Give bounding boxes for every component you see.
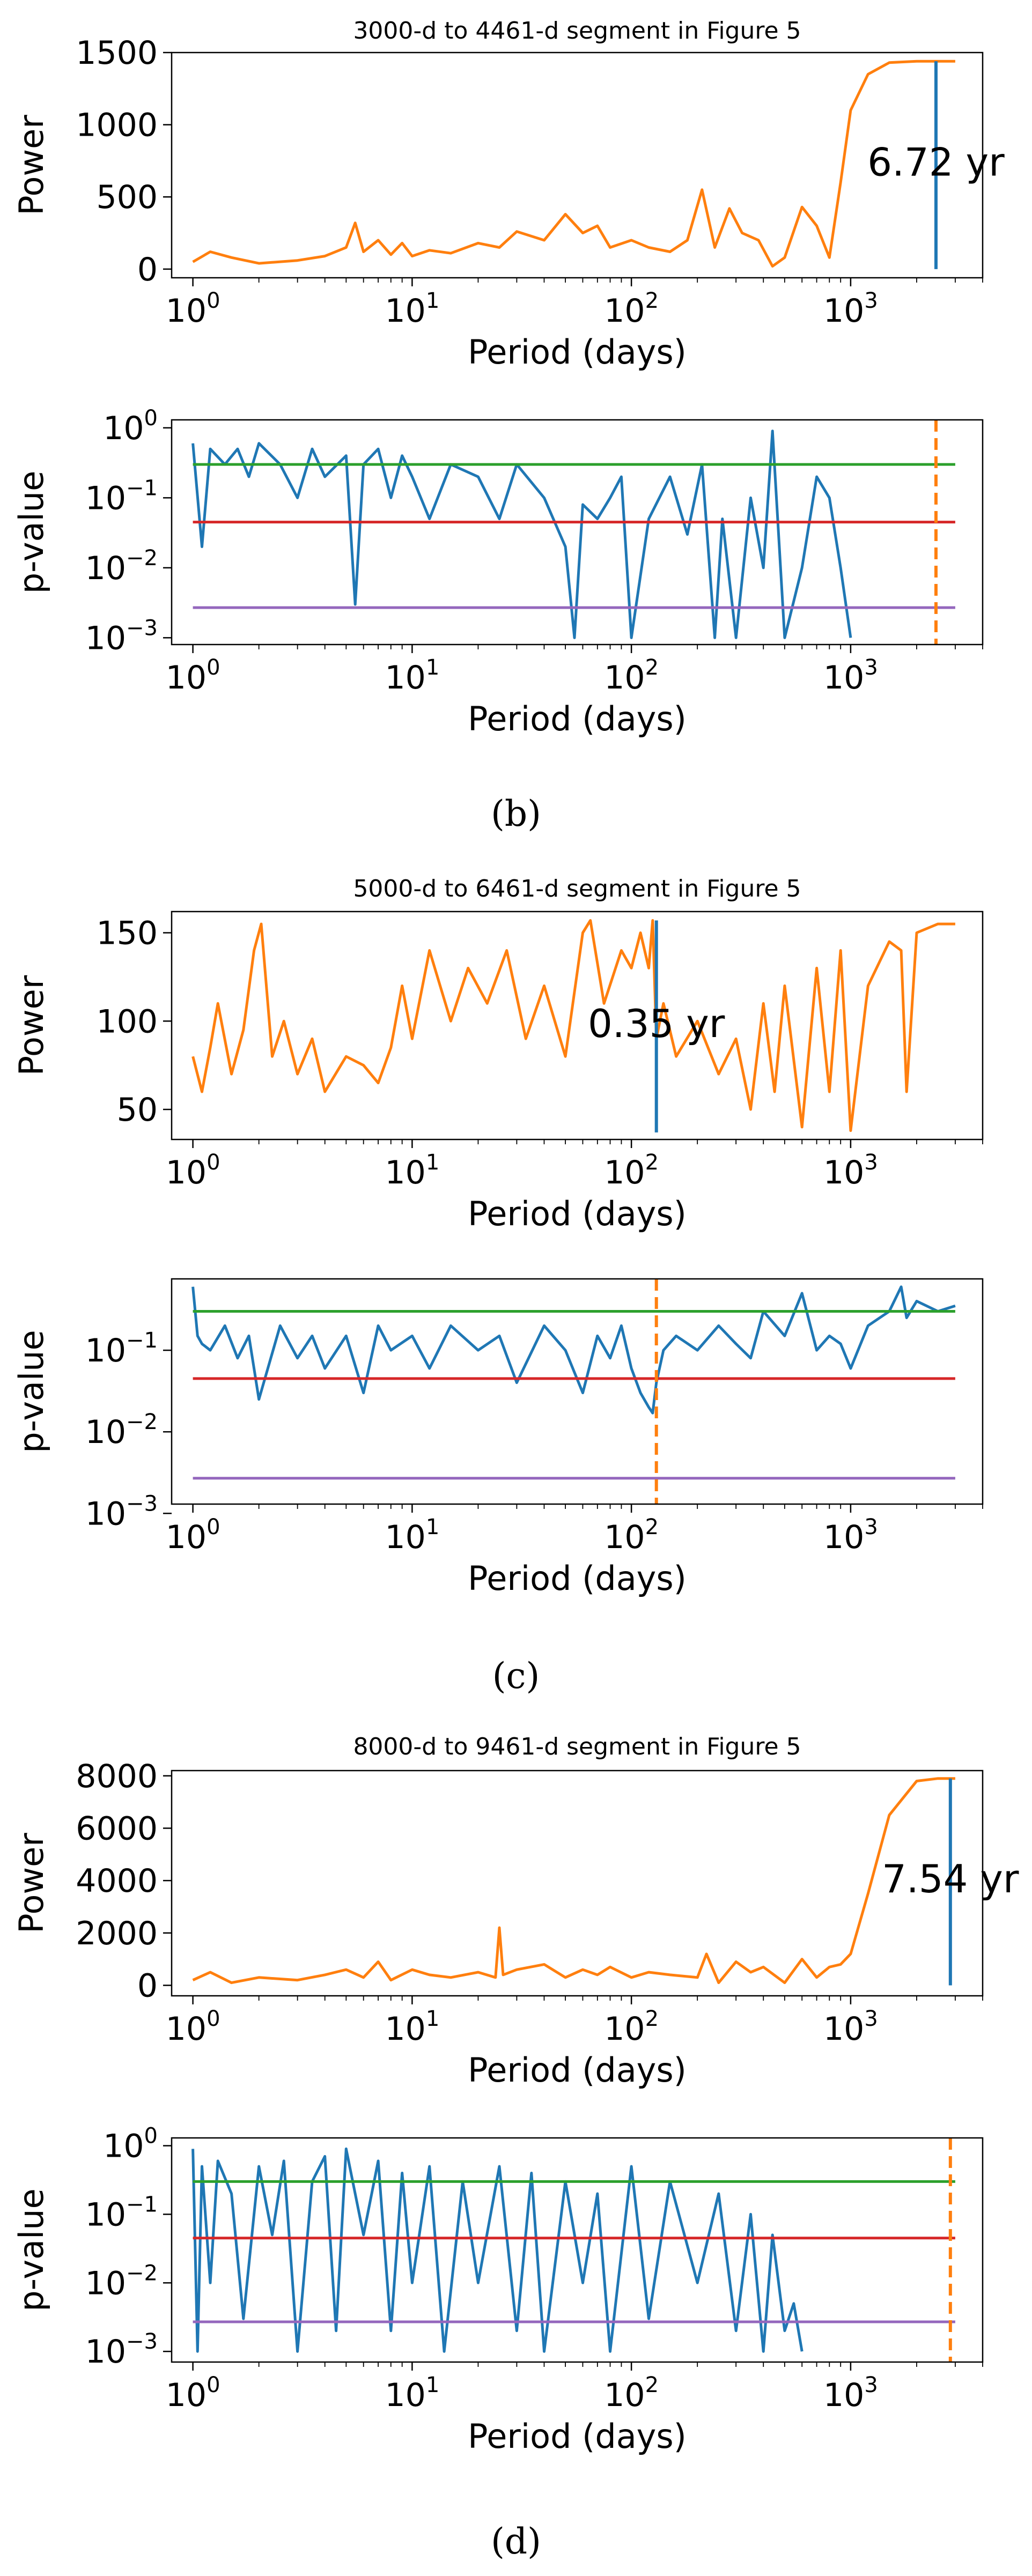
chart-c-pvalue: 100 101 102 103 10−1 10−2 10−3 Period (days) p-v… [12, 1278, 984, 1598]
y-tick-label: 10−1 [85, 1328, 158, 1370]
y-tick-label: 1000 [76, 107, 158, 144]
x-tick-label: 101 [385, 2373, 439, 2414]
y-axis-label: Power [12, 975, 51, 1076]
y-axis-label: p-value [12, 1330, 51, 1453]
x-tick-label: 103 [823, 655, 878, 697]
series-line-p-value [191, 1285, 956, 1415]
y-tick-label: 100 [103, 2124, 158, 2165]
x-tick-label: 101 [385, 288, 439, 330]
y-axis-label: Power [12, 115, 51, 216]
peak-label: 0.35 yr [588, 1001, 725, 1046]
x-tick-label: 100 [166, 2373, 220, 2414]
plot-area [191, 919, 955, 1132]
y-tick-label: 10−3 [85, 1491, 158, 1533]
panel-label: (b) [491, 793, 541, 834]
x-axis-label: Period (days) [468, 1194, 687, 1233]
x-tick-label: 100 [166, 1515, 220, 1556]
x-tick-label: 103 [823, 1515, 878, 1556]
plot-area [192, 1777, 955, 1985]
y-tick-label: 4000 [76, 1862, 158, 1900]
x-axis-label: Period (days) [468, 2051, 687, 2090]
y-tick-label: 0 [137, 1967, 158, 2004]
axes-frame [171, 1278, 984, 1505]
y-tick-label: 6000 [76, 1810, 158, 1847]
y-axis-label: Power [12, 1833, 51, 1934]
y-tick-label: 10−3 [85, 2329, 158, 2371]
chart-b-pvalue: 100 101 102 103 100 10−1 10−2 10−3 Period (days)… [12, 406, 984, 738]
x-tick-label: 102 [604, 655, 659, 697]
x-axis-label: Period (days) [468, 699, 687, 738]
axes-frame [171, 2137, 984, 2363]
x-tick-label: 100 [166, 655, 220, 697]
x-axis-label: Period (days) [468, 2417, 687, 2456]
y-axis-label: p-value [12, 471, 51, 594]
axes-frame [171, 51, 984, 279]
x-tick-label: 103 [823, 2007, 878, 2048]
chart-title: 3000-d to 4461-d segment in Figure 5 [353, 17, 801, 45]
chart-d-power: 7.54 yr 100 101 102 103 0 2000 4000 6000 8000 Peri… [12, 1733, 1019, 2090]
x-tick-label: 103 [823, 288, 878, 330]
axes-frame [171, 1770, 984, 1997]
x-tick-label: 101 [385, 655, 439, 697]
x-tick-label: 102 [604, 288, 659, 330]
y-tick-label: 100 [103, 406, 158, 447]
x-tick-label: 100 [166, 288, 220, 330]
y-tick-label: 500 [96, 179, 158, 216]
y-tick-label: 10−2 [85, 1410, 158, 1451]
peak-label: 7.54 yr [882, 1856, 1019, 1901]
axes-frame [171, 419, 984, 646]
x-tick-label: 100 [166, 2007, 220, 2048]
y-tick-label: 0 [137, 251, 158, 288]
y-tick-label: 100 [96, 1003, 158, 1040]
y-tick-label: 10−1 [85, 476, 158, 517]
series-line-power [191, 919, 955, 1132]
series-line-power [192, 1777, 955, 1985]
plot-area [191, 2147, 955, 2353]
y-tick-label: 2000 [76, 1915, 158, 1952]
x-tick-label: 102 [604, 1515, 659, 1556]
peak-label: 6.72 yr [867, 139, 1005, 184]
x-tick-label: 100 [166, 1150, 220, 1191]
panel-label: (c) [492, 1655, 540, 1697]
panel-label: (d) [491, 2521, 541, 2562]
chart-b-power: 6.72 yr 100 101 102 103 0 500 1000 1500 Period (d… [12, 17, 1005, 372]
y-tick-label: 150 [96, 915, 158, 952]
x-tick-label: 101 [385, 2007, 439, 2048]
y-tick-label: 8000 [76, 1758, 158, 1795]
y-axis-label: p-value [12, 2188, 51, 2311]
y-tick-label: 10−1 [85, 2192, 158, 2233]
y-tick-label: 50 [117, 1091, 158, 1129]
x-tick-label: 102 [604, 2007, 659, 2048]
axes-frame [171, 911, 984, 1141]
x-tick-label: 101 [385, 1515, 439, 1556]
chart-d-pvalue: 100 101 102 103 100 10−1 10−2 10−3 Period (days)… [12, 2124, 984, 2456]
y-tick-label: 10−2 [85, 2261, 158, 2302]
x-tick-label: 103 [823, 1150, 878, 1191]
plot-area [191, 1285, 956, 1480]
x-tick-label: 103 [823, 2373, 878, 2414]
x-axis-label: Period (days) [468, 1559, 687, 1598]
x-tick-label: 102 [604, 2373, 659, 2414]
chart-title: 5000-d to 6461-d segment in Figure 5 [353, 875, 801, 902]
plot-area [192, 60, 955, 268]
chart-title: 8000-d to 9461-d segment in Figure 5 [353, 1733, 801, 1760]
y-tick-label: 1500 [76, 34, 158, 72]
x-tick-label: 102 [604, 1150, 659, 1191]
y-tick-label: 10−2 [85, 546, 158, 587]
series-line-p-value [191, 2147, 804, 2353]
x-tick-label: 101 [385, 1150, 439, 1191]
y-tick-label: 10−3 [85, 616, 158, 657]
series-line-power [192, 60, 955, 268]
x-axis-label: Period (days) [468, 332, 687, 372]
plot-area [191, 430, 955, 639]
